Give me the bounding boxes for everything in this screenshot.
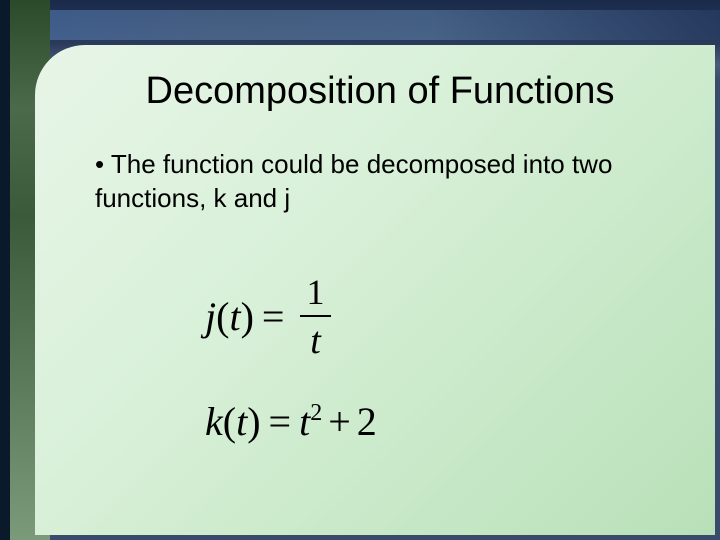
formula-k: k(t)=t2+2 (205, 398, 685, 445)
formula-k-exp: 2 (310, 400, 322, 427)
fraction: 1 t (298, 271, 332, 363)
formula-j-var: t (229, 293, 240, 340)
open-paren: ( (216, 293, 229, 340)
formula-j: j(t)= 1 t (205, 271, 685, 363)
formula-j-fn: j (205, 293, 216, 340)
slide-title: Decomposition of Functions (75, 70, 685, 113)
open-paren-2: ( (223, 398, 236, 445)
close-paren-2: ) (247, 398, 260, 445)
fraction-numerator: 1 (298, 271, 332, 315)
bullet-text: The function could be decomposed into tw… (75, 148, 685, 216)
left-dark-edge (0, 0, 10, 540)
formula-block: j(t)= 1 t k(t)=t2+2 (205, 271, 685, 445)
top-accent-bar (0, 10, 720, 40)
content-panel: Decomposition of Functions The function … (35, 45, 715, 535)
fraction-denominator: t (300, 315, 331, 363)
formula-k-base: t (299, 398, 310, 445)
close-paren: ) (241, 293, 254, 340)
equals-sign-2: = (269, 398, 292, 445)
equals-sign: = (262, 293, 285, 340)
formula-k-const: 2 (357, 398, 377, 445)
formula-k-fn: k (205, 398, 223, 445)
plus-sign: + (328, 398, 351, 445)
formula-k-var: t (236, 398, 247, 445)
